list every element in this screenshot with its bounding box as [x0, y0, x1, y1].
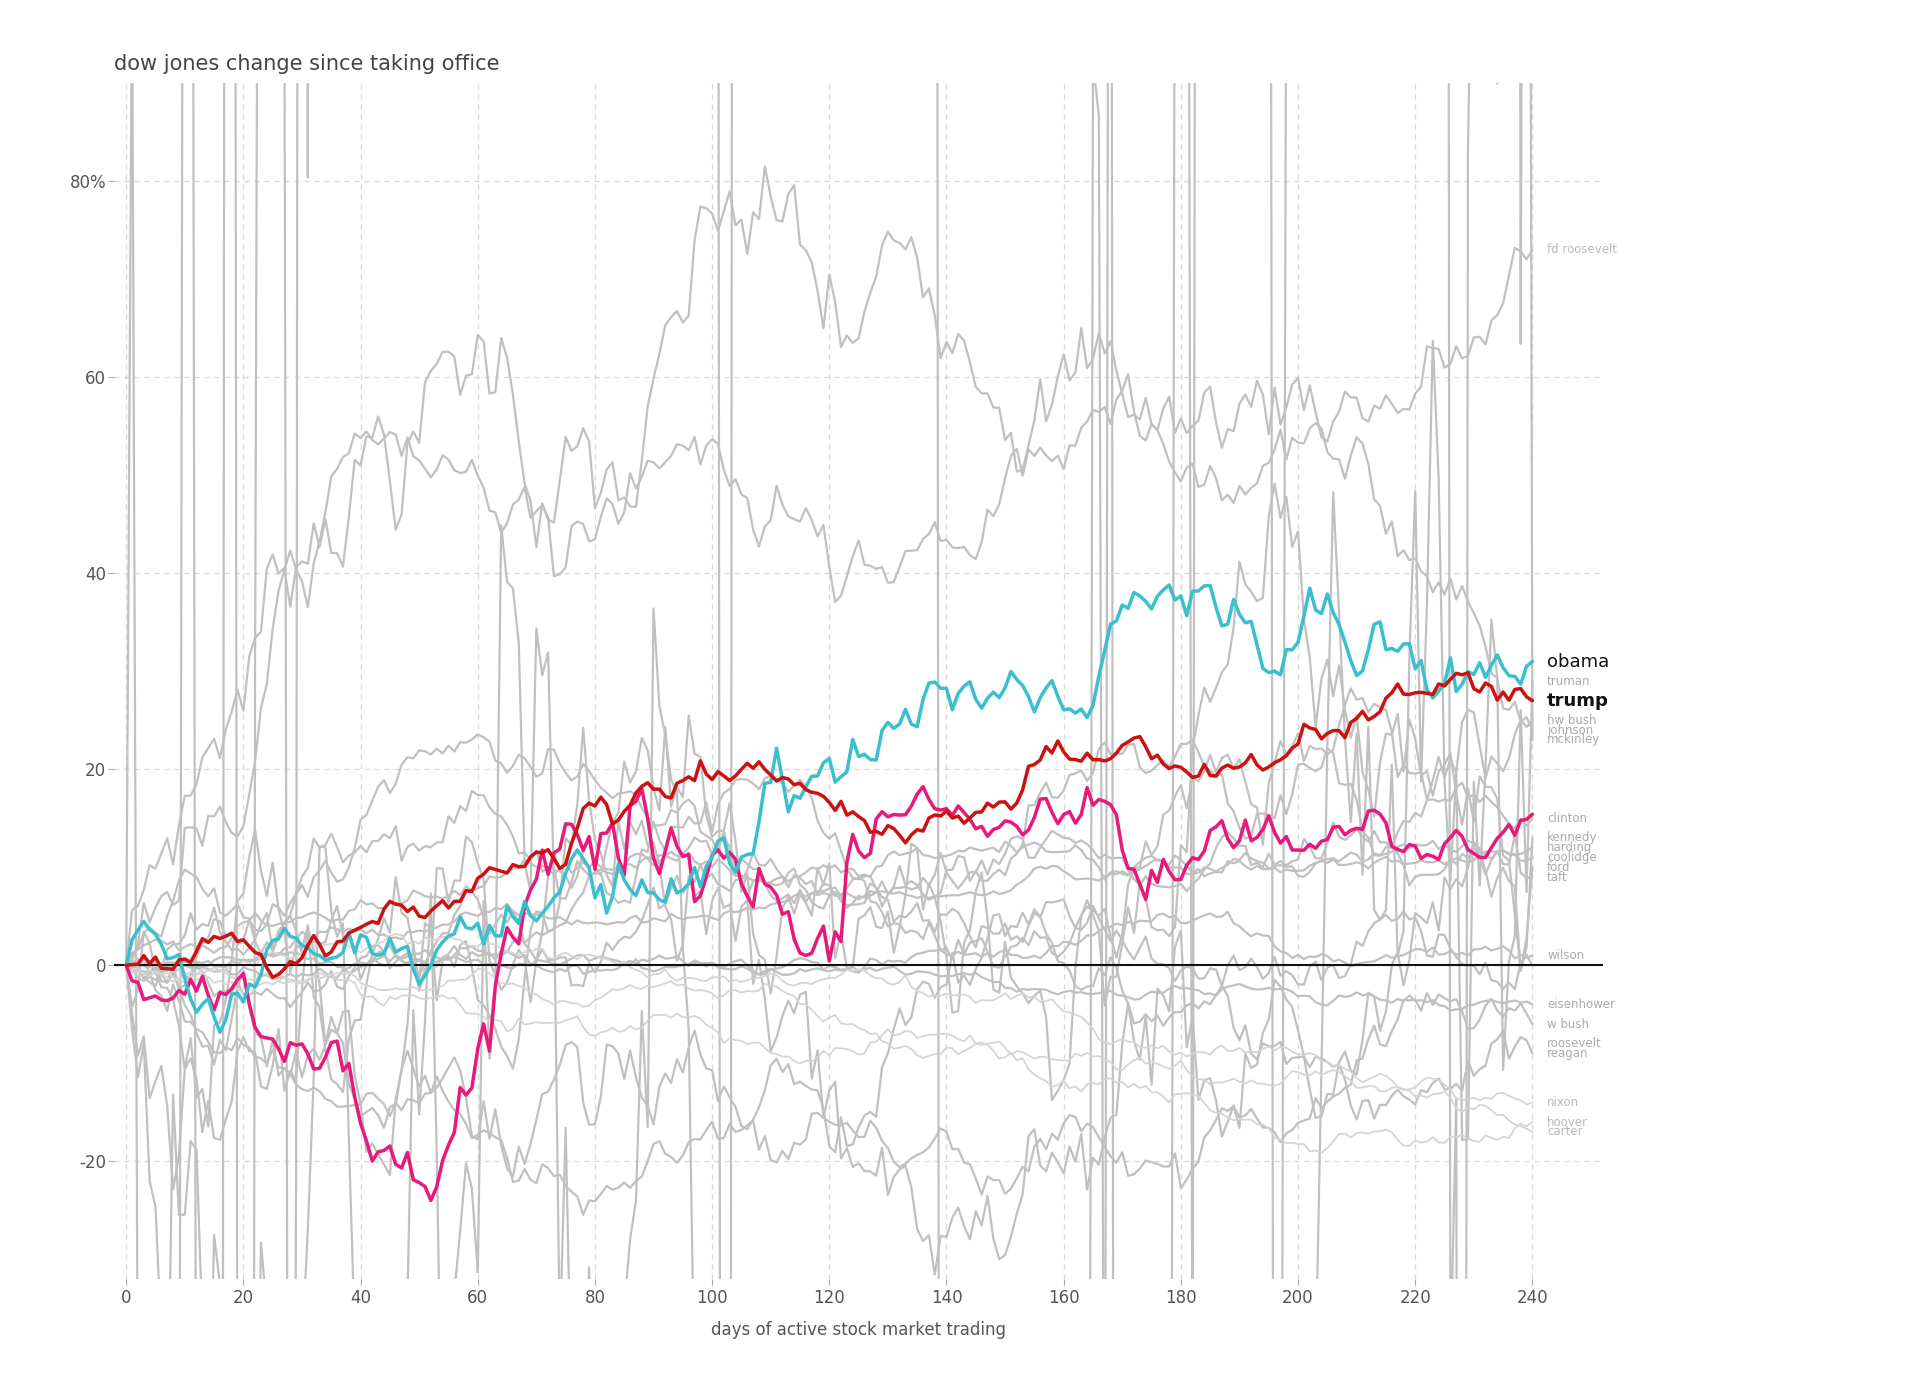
Text: nixon: nixon: [1547, 1095, 1579, 1109]
Text: wilson: wilson: [1547, 949, 1583, 962]
Text: carter: carter: [1547, 1126, 1581, 1138]
X-axis label: days of active stock market trading: days of active stock market trading: [711, 1320, 1005, 1339]
Text: trump: trump: [1547, 692, 1608, 710]
Text: johnson: johnson: [1547, 724, 1592, 737]
Text: truman: truman: [1547, 674, 1590, 688]
Text: mckinley: mckinley: [1547, 734, 1600, 746]
Text: fd roosevelt: fd roosevelt: [1547, 243, 1617, 257]
Text: eisenhower: eisenhower: [1547, 998, 1613, 1011]
Text: w bush: w bush: [1547, 1017, 1589, 1030]
Text: reagan: reagan: [1547, 1047, 1589, 1061]
Text: harding: harding: [1547, 841, 1592, 855]
Text: clinton: clinton: [1547, 812, 1587, 824]
Text: kennedy: kennedy: [1547, 831, 1596, 844]
Text: roosevelt: roosevelt: [1547, 1037, 1602, 1049]
Text: coolidge: coolidge: [1547, 851, 1596, 865]
Text: ford: ford: [1547, 860, 1569, 874]
Text: taft: taft: [1547, 870, 1568, 884]
Text: dow jones change since taking office: dow jones change since taking office: [114, 53, 500, 74]
Text: hoover: hoover: [1547, 1116, 1587, 1129]
Text: hw bush: hw bush: [1547, 714, 1596, 727]
Text: obama: obama: [1547, 652, 1608, 670]
